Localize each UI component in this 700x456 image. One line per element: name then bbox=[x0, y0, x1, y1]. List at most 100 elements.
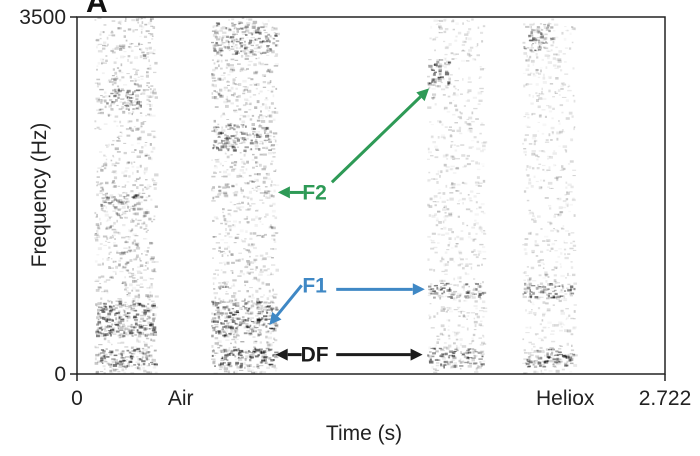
spectral-speck bbox=[124, 104, 129, 106]
spectral-speck bbox=[149, 324, 154, 327]
spectral-speck bbox=[524, 113, 530, 116]
spectral-speck bbox=[132, 251, 137, 253]
spectral-speck bbox=[109, 194, 114, 197]
spectral-speck bbox=[226, 147, 230, 150]
spectral-speck bbox=[547, 61, 552, 64]
spectral-speck bbox=[100, 169, 104, 172]
spectral-speck bbox=[259, 306, 263, 309]
spectral-speck bbox=[573, 310, 576, 313]
spectral-speck bbox=[254, 320, 257, 323]
spectral-speck bbox=[126, 290, 129, 293]
spectral-speck bbox=[142, 348, 144, 351]
spectral-speck bbox=[111, 319, 114, 322]
spectral-speck bbox=[213, 288, 216, 290]
spectral-speck bbox=[268, 190, 272, 192]
spectral-speck bbox=[539, 323, 542, 326]
spectral-speck bbox=[255, 32, 260, 34]
spectral-speck bbox=[429, 289, 433, 292]
spectral-speck bbox=[443, 346, 448, 349]
spectral-speck bbox=[477, 91, 483, 95]
spectral-speck bbox=[544, 36, 548, 40]
spectral-speck bbox=[270, 272, 272, 276]
spectral-speck bbox=[247, 317, 250, 320]
spectral-speck bbox=[113, 359, 118, 362]
spectral-speck bbox=[467, 315, 470, 317]
spectral-speck bbox=[466, 163, 471, 166]
spectral-speck bbox=[222, 164, 224, 167]
spectral-speck bbox=[137, 84, 142, 88]
spectral-speck bbox=[214, 29, 218, 32]
spectral-speck bbox=[476, 264, 480, 267]
spectral-speck bbox=[109, 305, 113, 309]
spectral-speck bbox=[246, 310, 249, 312]
spectral-speck bbox=[454, 364, 458, 368]
spectral-speck bbox=[101, 169, 103, 172]
spectral-speck bbox=[555, 36, 559, 39]
spectral-speck bbox=[229, 138, 232, 140]
spectral-speck bbox=[137, 271, 142, 274]
spectral-speck bbox=[448, 319, 451, 322]
spectral-speck bbox=[477, 250, 482, 252]
spectral-speck bbox=[141, 17, 143, 20]
spectral-speck bbox=[466, 224, 469, 227]
spectral-speck bbox=[473, 362, 478, 365]
spectral-speck bbox=[482, 310, 488, 313]
spectral-speck bbox=[559, 291, 564, 293]
spectral-speck bbox=[97, 311, 99, 315]
spectral-speck bbox=[122, 110, 126, 114]
spectral-speck bbox=[427, 106, 432, 109]
spectral-speck bbox=[147, 321, 150, 325]
spectral-speck bbox=[211, 187, 213, 191]
spectral-speck bbox=[231, 261, 235, 264]
spectral-speck bbox=[116, 67, 120, 69]
spectral-speck bbox=[106, 226, 111, 229]
spectral-speck bbox=[106, 36, 109, 40]
spectral-speck bbox=[558, 360, 561, 363]
spectral-speck bbox=[118, 71, 124, 74]
spectral-speck bbox=[219, 88, 223, 92]
spectral-speck bbox=[542, 240, 546, 242]
spectral-speck bbox=[245, 168, 248, 171]
spectral-speck bbox=[248, 354, 253, 357]
spectral-speck bbox=[535, 334, 538, 336]
spectral-speck bbox=[140, 201, 143, 204]
spectral-speck bbox=[435, 148, 439, 151]
spectral-speck bbox=[244, 98, 249, 101]
spectral-speck bbox=[95, 97, 100, 100]
spectral-speck bbox=[542, 291, 544, 295]
spectral-speck bbox=[150, 198, 153, 201]
spectral-speck bbox=[569, 371, 572, 373]
spectral-speck bbox=[98, 108, 102, 111]
spectral-speck bbox=[126, 317, 129, 320]
spectral-speck bbox=[140, 125, 143, 128]
spectral-speck bbox=[148, 317, 152, 319]
spectral-speck bbox=[266, 132, 270, 136]
spectral-speck bbox=[110, 31, 114, 34]
spectral-speck bbox=[132, 197, 137, 200]
spectral-speck bbox=[96, 44, 100, 46]
spectral-speck bbox=[111, 323, 113, 326]
spectral-speck bbox=[136, 89, 141, 92]
spectral-speck bbox=[447, 296, 451, 298]
spectral-speck bbox=[138, 350, 141, 352]
spectral-speck bbox=[220, 222, 223, 225]
spectral-speck bbox=[146, 307, 150, 310]
spectral-speck bbox=[220, 239, 224, 241]
spectral-speck bbox=[256, 318, 261, 322]
spectral-speck bbox=[269, 363, 274, 365]
spectral-speck bbox=[141, 222, 144, 226]
spectral-speck bbox=[97, 247, 102, 251]
spectral-speck bbox=[249, 49, 253, 52]
spectral-speck bbox=[149, 107, 152, 111]
spectral-speck bbox=[120, 304, 124, 307]
spectral-speck bbox=[151, 363, 156, 365]
spectral-speck bbox=[242, 272, 245, 276]
spectral-speck bbox=[124, 241, 129, 244]
spectral-speck bbox=[222, 308, 227, 310]
spectral-speck bbox=[459, 338, 463, 341]
spectral-speck bbox=[137, 266, 141, 269]
spectral-speck bbox=[538, 291, 541, 294]
spectral-speck bbox=[111, 34, 116, 37]
spectral-speck bbox=[440, 349, 445, 352]
spectral-speck bbox=[456, 145, 460, 147]
